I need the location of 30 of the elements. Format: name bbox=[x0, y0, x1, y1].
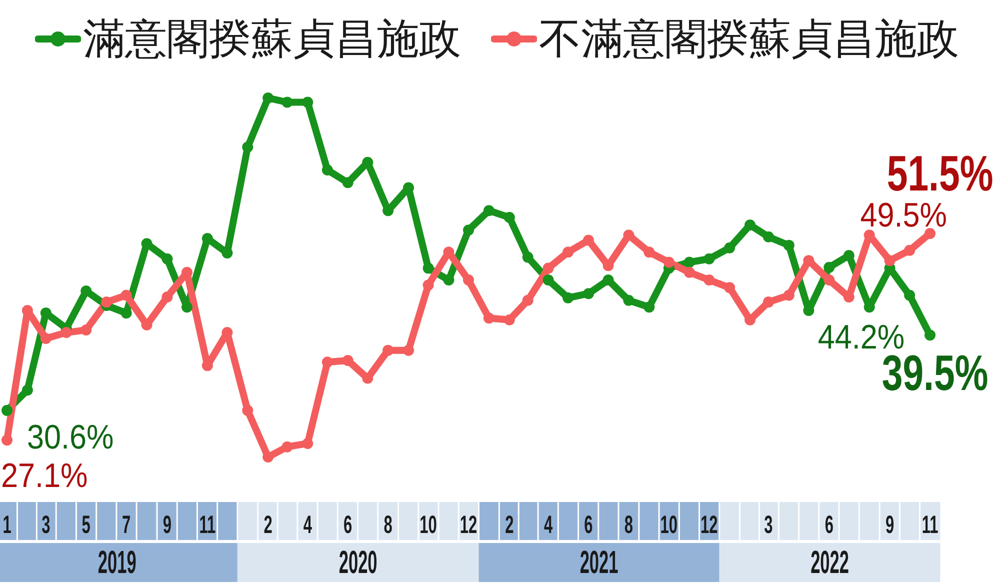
x-tick-label: 3 bbox=[42, 511, 50, 540]
text: 2020 bbox=[338, 546, 378, 580]
x-tick-label: 4 bbox=[303, 511, 312, 540]
x-tick-label: 9 bbox=[885, 511, 894, 540]
x-tick-label: 2 bbox=[264, 511, 272, 540]
x-tick-label: 6 bbox=[344, 511, 352, 540]
x-tick-label: 8 bbox=[624, 511, 634, 540]
text: 2022 bbox=[810, 546, 850, 580]
x-tick-label: 10 bbox=[420, 511, 437, 540]
x-tick-label: 3 bbox=[764, 511, 773, 540]
x-tick-label: 6 bbox=[824, 511, 834, 540]
legend-label: 不滿意閣揆蘇貞昌施政 bbox=[539, 15, 959, 62]
x-tick-label: 10 bbox=[660, 511, 678, 540]
x-tick-label: 1 bbox=[2, 511, 12, 540]
x-tick-label: 12 bbox=[700, 511, 718, 540]
x-tick-label: 11 bbox=[922, 511, 938, 540]
data-label: 27.1% bbox=[1, 456, 88, 494]
x-tick-label: 11 bbox=[199, 511, 216, 540]
text: 2019 bbox=[98, 546, 136, 580]
data-label: 30.6% bbox=[27, 418, 114, 456]
x-tick-label: 5 bbox=[82, 511, 90, 540]
x-tick-label: 7 bbox=[122, 511, 131, 540]
x-tick-label: 12 bbox=[460, 511, 478, 540]
x-tick-label: 2 bbox=[505, 511, 514, 540]
x-tick-label: 6 bbox=[584, 511, 593, 540]
text: 2021 bbox=[580, 546, 618, 580]
x-tick-label: 8 bbox=[384, 511, 392, 540]
legend-label: 滿意閣揆蘇貞昌施政 bbox=[83, 15, 461, 62]
x-tick-label: 9 bbox=[162, 511, 172, 540]
x-tick-label: 4 bbox=[544, 511, 553, 540]
